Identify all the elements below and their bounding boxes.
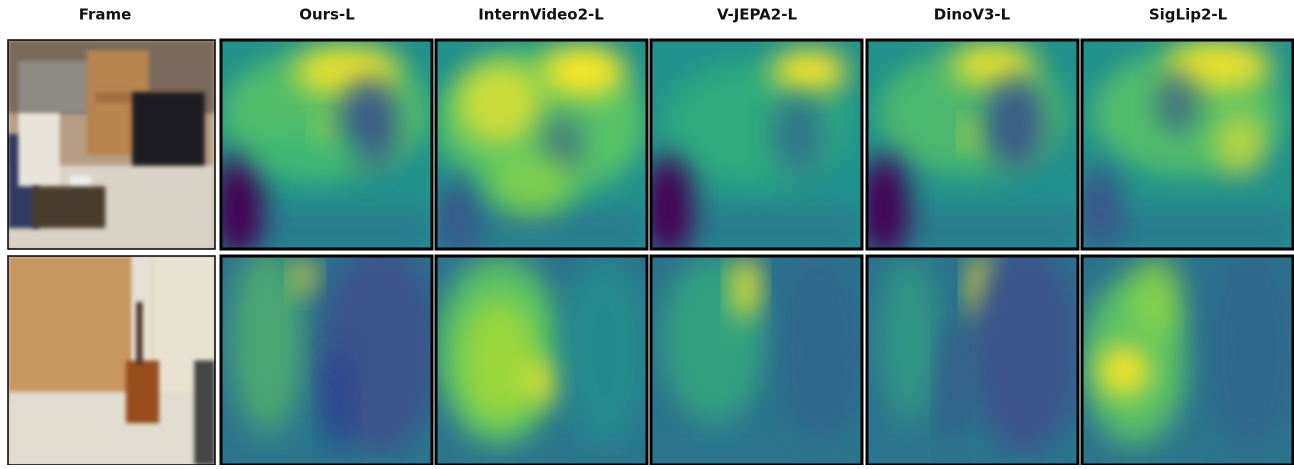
heat-blob xyxy=(771,50,848,93)
heatmap xyxy=(1080,254,1294,467)
heatmap xyxy=(1080,38,1294,251)
photo-region xyxy=(194,360,215,465)
heat-blob xyxy=(1208,256,1293,455)
image-content xyxy=(867,256,1078,465)
image-content xyxy=(8,40,215,249)
column-header: DinoV3-L xyxy=(934,6,1011,24)
heat-blob xyxy=(773,92,825,176)
heat-blob xyxy=(558,256,647,445)
heat-blob xyxy=(488,154,574,218)
image-content xyxy=(651,40,862,249)
frame-image xyxy=(7,39,216,250)
heatmap xyxy=(434,38,649,251)
heat-blob xyxy=(1155,71,1199,135)
column-header: V-JEPA2-L xyxy=(717,6,797,24)
heat-blob xyxy=(221,154,264,249)
column-header: InternVideo2-L xyxy=(478,6,604,24)
heat-blob xyxy=(1166,40,1272,91)
heat-blob xyxy=(940,318,962,445)
heat-blob xyxy=(985,77,1045,170)
image-border xyxy=(7,39,216,250)
photo-region xyxy=(8,391,215,465)
heat-blob xyxy=(1130,256,1182,340)
image-content xyxy=(867,40,1078,249)
image-content xyxy=(1082,256,1293,465)
photo-region xyxy=(136,301,143,365)
image-content xyxy=(436,256,647,465)
heat-blob xyxy=(1214,113,1266,176)
heat-blob xyxy=(867,154,910,249)
image-border xyxy=(219,38,434,251)
heat-blob xyxy=(324,350,350,455)
image-border xyxy=(865,38,1080,251)
photo-region xyxy=(132,92,205,166)
photo-region xyxy=(8,256,133,403)
photo-region xyxy=(125,360,160,424)
photo-region xyxy=(18,113,60,187)
heat-blob xyxy=(294,260,316,294)
heat-blob xyxy=(541,46,626,97)
heat-blob xyxy=(877,256,941,424)
heat-blob xyxy=(242,129,369,181)
heat-blob xyxy=(651,154,694,249)
heatmap xyxy=(649,38,864,251)
column-header: Ours-L xyxy=(299,6,355,24)
heat-blob xyxy=(229,256,306,434)
image-content xyxy=(221,256,432,465)
heatmap xyxy=(649,254,864,467)
image-content xyxy=(8,256,215,465)
heat-blob xyxy=(461,297,538,424)
image-content xyxy=(221,40,432,249)
heat-blob xyxy=(777,256,862,445)
image-border xyxy=(1080,38,1294,251)
frame-image xyxy=(7,255,216,466)
column-header: SigLip2-L xyxy=(1149,6,1228,24)
heatmap xyxy=(865,38,1080,251)
heat-blob xyxy=(1098,345,1150,397)
heat-blob xyxy=(733,256,759,319)
column-header: Frame xyxy=(79,6,132,24)
heat-blob xyxy=(436,175,479,249)
heatmap xyxy=(219,38,434,251)
heat-blob xyxy=(951,44,1036,86)
heatmap xyxy=(219,254,434,467)
image-content xyxy=(651,256,862,465)
heat-blob xyxy=(972,256,1078,455)
image-content xyxy=(436,40,647,249)
photo-region xyxy=(32,186,106,229)
heat-blob xyxy=(524,360,559,403)
heatmap xyxy=(865,254,1080,467)
image-content xyxy=(1082,40,1293,249)
heat-blob xyxy=(1082,165,1120,249)
heat-blob xyxy=(457,60,542,145)
heat-blob xyxy=(964,121,981,147)
image-border xyxy=(649,38,864,251)
image-border xyxy=(434,38,649,251)
heatmap xyxy=(434,254,649,467)
